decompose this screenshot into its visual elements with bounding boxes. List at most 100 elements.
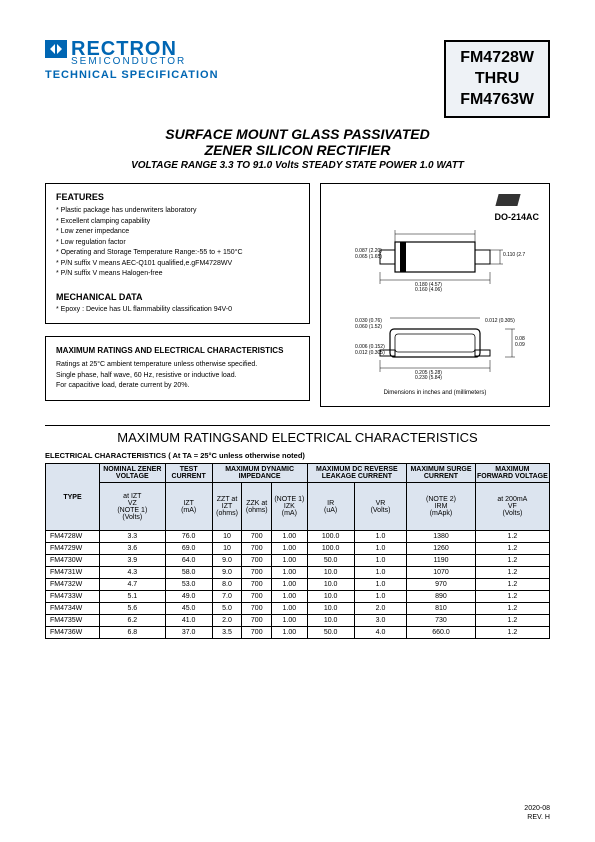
table-cell: 4.0 <box>354 627 407 639</box>
footer-date: 2020-08 <box>524 804 550 813</box>
subhead-cell: ZZT at IZT (ohms) <box>212 483 242 531</box>
col-zener: NOMINAL ZENER VOLTAGE <box>100 464 166 483</box>
table-cell: FM4734W <box>46 603 100 615</box>
table-cell: FM4736W <box>46 627 100 639</box>
table-cell: FM4730W <box>46 555 100 567</box>
table-cell: 1.0 <box>354 531 407 543</box>
svg-text:0.110 (2.79): 0.110 (2.79) <box>503 252 525 258</box>
feature-item: Excellent clamping capability <box>56 217 299 228</box>
table-cell: 700 <box>242 627 272 639</box>
subhead-cell: IZT (mA) <box>165 483 212 531</box>
ratings-title: MAXIMUM RATINGS AND ELECTRICAL CHARACTER… <box>56 345 299 357</box>
table-row: FM4731W4.358.09.07001.0010.01.010701.2 <box>46 567 550 579</box>
svg-text:0.060 (1.52): 0.060 (1.52) <box>355 324 382 330</box>
table-cell: 3.6 <box>100 543 166 555</box>
table-cell: 10.0 <box>307 591 354 603</box>
table-cell: 10.0 <box>307 567 354 579</box>
col-test: TEST CURRENT <box>165 464 212 483</box>
table-cell: 1.2 <box>475 603 549 615</box>
table-cell: 1.2 <box>475 627 549 639</box>
table-cell: 1.2 <box>475 543 549 555</box>
table-cell: 9.0 <box>212 567 242 579</box>
footer-rev: REV. H <box>524 813 550 822</box>
features-title: FEATURES <box>56 192 299 202</box>
ratings-line: Single phase, half wave, 60 Hz, resistiv… <box>56 371 299 382</box>
svg-text:0.012 (0.305): 0.012 (0.305) <box>355 350 385 356</box>
part-line2: THRU <box>460 69 534 90</box>
table-cell: FM4729W <box>46 543 100 555</box>
table-cell: 1070 <box>407 567 475 579</box>
table-cell: 1.00 <box>272 627 307 639</box>
table-cell: 1.00 <box>272 543 307 555</box>
table-cell: 41.0 <box>165 615 212 627</box>
table-cell: 37.0 <box>165 627 212 639</box>
table-cell: 76.0 <box>165 531 212 543</box>
table-cell: 730 <box>407 615 475 627</box>
package-label: DO-214AC <box>331 212 539 222</box>
table-cell: 1190 <box>407 555 475 567</box>
part-line1: FM4728W <box>460 48 534 69</box>
package-chip-icon <box>495 194 520 206</box>
table-cell: 1.2 <box>475 591 549 603</box>
table-cell: 64.0 <box>165 555 212 567</box>
table-cell: FM4735W <box>46 615 100 627</box>
table-cell: 700 <box>242 531 272 543</box>
svg-text:0.065 (1.65): 0.065 (1.65) <box>355 254 382 260</box>
table-cell: 45.0 <box>165 603 212 615</box>
feature-item: Low regulation factor <box>56 238 299 249</box>
table-row: FM4730W3.964.09.07001.0050.01.011901.2 <box>46 555 550 567</box>
table-cell: 50.0 <box>307 627 354 639</box>
table-cell: 1.00 <box>272 579 307 591</box>
table-cell: 10.0 <box>307 603 354 615</box>
col-forward: MAXIMUM FORWARD VOLTAGE <box>475 464 549 483</box>
table-cell: 700 <box>242 543 272 555</box>
table-cell: 1.2 <box>475 579 549 591</box>
ratings-box: MAXIMUM RATINGS AND ELECTRICAL CHARACTER… <box>45 336 310 401</box>
feature-item: P/N suffix V means AEC-Q101 qualified,e.… <box>56 259 299 270</box>
table-cell: 1.2 <box>475 555 549 567</box>
table-cell: 9.0 <box>212 555 242 567</box>
doc-title-1: SURFACE MOUNT GLASS PASSIVATED <box>45 126 550 142</box>
logo-icon <box>45 40 67 58</box>
svg-text:0.012 (0.305): 0.012 (0.305) <box>485 318 515 324</box>
feature-item: Plastic package has underwriters laborat… <box>56 206 299 217</box>
subhead-cell: IR (uA) <box>307 483 354 531</box>
subhead-cell: (NOTE 2) IRM (mApk) <box>407 483 475 531</box>
table-cell: 2.0 <box>354 603 407 615</box>
table-cell: 100.0 <box>307 543 354 555</box>
subhead-cell: at 200mA VF (Volts) <box>475 483 549 531</box>
table-cell: 5.6 <box>100 603 166 615</box>
col-surge: MAXIMUM SURGE CURRENT <box>407 464 475 483</box>
subhead-cell: at IZT VZ (NOTE 1) (Volts) <box>100 483 166 531</box>
svg-text:0.230 (5.84): 0.230 (5.84) <box>415 375 442 381</box>
table-cell: 10 <box>212 543 242 555</box>
table-cell: FM4733W <box>46 591 100 603</box>
feature-item: Operating and Storage Temperature Range:… <box>56 248 299 259</box>
features-list: Plastic package has underwriters laborat… <box>56 206 299 280</box>
table-row: FM4735W6.241.02.07001.0010.03.07301.2 <box>46 615 550 627</box>
table-cell: 1.2 <box>475 567 549 579</box>
table-cell: 890 <box>407 591 475 603</box>
feature-item: P/N suffix V means Halogen-free <box>56 269 299 280</box>
table-cell: 10 <box>212 531 242 543</box>
table-cell: 1.2 <box>475 531 549 543</box>
table-cell: 970 <box>407 579 475 591</box>
table-cell: 1.0 <box>354 591 407 603</box>
mechanical-list: Epoxy : Device has UL flammability class… <box>56 305 299 316</box>
ratings-lines: Ratings at 25°C ambient temperature unle… <box>56 360 299 392</box>
table-cell: 2.0 <box>212 615 242 627</box>
table-cell: 4.7 <box>100 579 166 591</box>
table-row: FM4729W3.669.0107001.00100.01.012601.2 <box>46 543 550 555</box>
section-title: MAXIMUM RATINGSAND ELECTRICAL CHARACTERI… <box>45 425 550 445</box>
table-cell: 3.5 <box>212 627 242 639</box>
characteristics-table: TYPE NOMINAL ZENER VOLTAGE TEST CURRENT … <box>45 463 550 639</box>
col-leakage: MAXIMUM DC REVERSE LEAKAGE CURRENT <box>307 464 407 483</box>
table-row: FM4728W3.376.0107001.00100.01.013801.2 <box>46 531 550 543</box>
footer: 2020-08 REV. H <box>524 804 550 822</box>
features-box: FEATURES Plastic package has underwriter… <box>45 183 310 324</box>
table-cell: 1.00 <box>272 531 307 543</box>
table-cell: 1.00 <box>272 591 307 603</box>
svg-text:0.160 (4.06): 0.160 (4.06) <box>415 287 442 292</box>
table-cell: 700 <box>242 579 272 591</box>
table-cell: 1260 <box>407 543 475 555</box>
